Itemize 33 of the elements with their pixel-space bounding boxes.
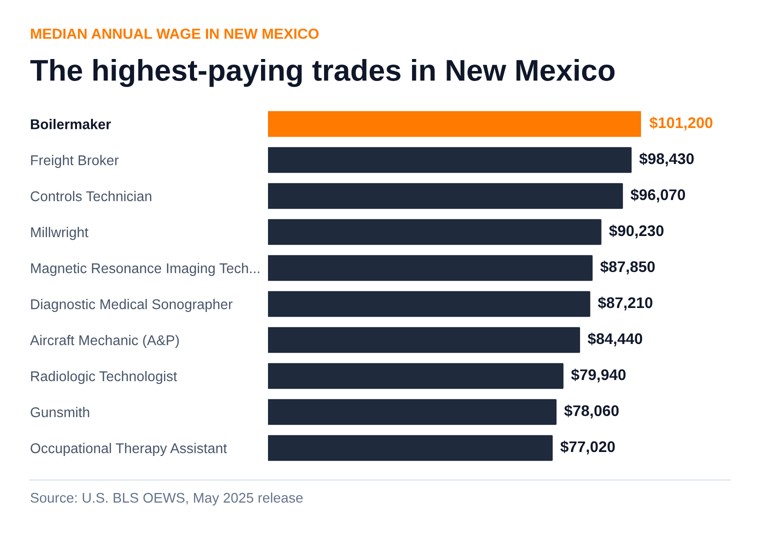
bar [268, 363, 564, 389]
y-tick-label: Magnetic Resonance Imaging Tech... [31, 262, 260, 276]
data-label: $77,020 [560, 440, 615, 454]
y-tick-label: Diagnostic Medical Sonographer [31, 298, 233, 312]
bar [268, 147, 632, 173]
source-note: Source: U.S. BLS OEWS, May 2025 release [30, 492, 303, 506]
y-tick-label: Gunsmith [30, 406, 90, 418]
data-label: $87,850 [600, 260, 655, 274]
data-label: $78,060 [564, 404, 619, 418]
data-label: $79,940 [571, 368, 626, 382]
y-tick-label: Millwright [31, 226, 88, 240]
bar [268, 435, 553, 461]
y-tick-label: Freight Broker [31, 154, 119, 168]
bar [268, 399, 557, 425]
data-label: $84,440 [588, 332, 642, 346]
data-label: $98,430 [639, 152, 694, 166]
bar [268, 111, 641, 137]
bar [268, 255, 593, 281]
data-label: $90,230 [609, 224, 664, 238]
bar [268, 327, 580, 353]
bar [268, 183, 623, 209]
y-tick-label: Boilermaker [30, 118, 111, 130]
data-label: $101,200 [650, 116, 712, 130]
data-label: $96,070 [630, 188, 686, 202]
y-tick-label: Aircraft Mechanic (A&P) [30, 334, 179, 348]
chart-subtitle: MEDIAN ANNUAL WAGE IN NEW MEXICO [30, 28, 319, 39]
y-tick-label: Radiologic Technologist [31, 370, 178, 384]
data-label: $87,210 [598, 296, 652, 310]
bar [268, 219, 602, 245]
y-tick-label: Occupational Therapy Assistant [30, 442, 227, 456]
y-tick-label: Controls Technician [30, 190, 152, 202]
chart-title: The highest-paying trades in New Mexico [30, 59, 615, 87]
bar [268, 291, 590, 317]
